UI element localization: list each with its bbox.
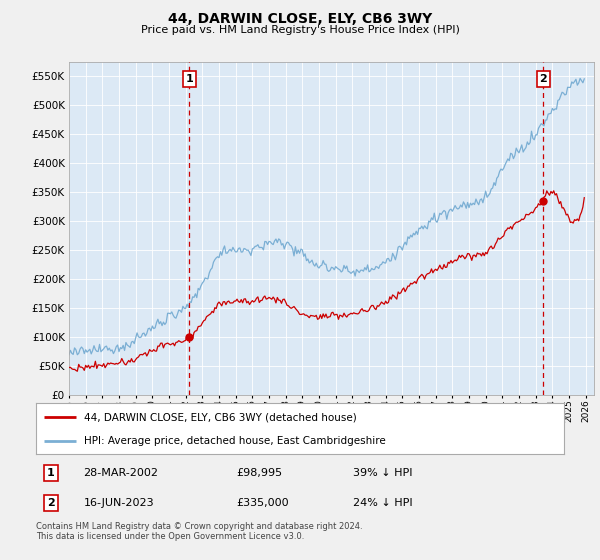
Text: 28-MAR-2002: 28-MAR-2002 (83, 468, 158, 478)
Text: £335,000: £335,000 (236, 498, 289, 508)
Text: 44, DARWIN CLOSE, ELY, CB6 3WY (detached house): 44, DARWIN CLOSE, ELY, CB6 3WY (detached… (83, 412, 356, 422)
Text: 1: 1 (47, 468, 55, 478)
Text: Contains HM Land Registry data © Crown copyright and database right 2024.
This d: Contains HM Land Registry data © Crown c… (36, 522, 362, 542)
Text: 2: 2 (47, 498, 55, 508)
Text: Price paid vs. HM Land Registry's House Price Index (HPI): Price paid vs. HM Land Registry's House … (140, 25, 460, 35)
Text: 2: 2 (539, 74, 547, 84)
Text: 44, DARWIN CLOSE, ELY, CB6 3WY: 44, DARWIN CLOSE, ELY, CB6 3WY (168, 12, 432, 26)
Text: 39% ↓ HPI: 39% ↓ HPI (353, 468, 412, 478)
Text: 16-JUN-2023: 16-JUN-2023 (83, 498, 154, 508)
Text: £98,995: £98,995 (236, 468, 283, 478)
Text: HPI: Average price, detached house, East Cambridgeshire: HPI: Average price, detached house, East… (83, 436, 385, 446)
Text: 24% ↓ HPI: 24% ↓ HPI (353, 498, 412, 508)
Text: 1: 1 (185, 74, 193, 84)
